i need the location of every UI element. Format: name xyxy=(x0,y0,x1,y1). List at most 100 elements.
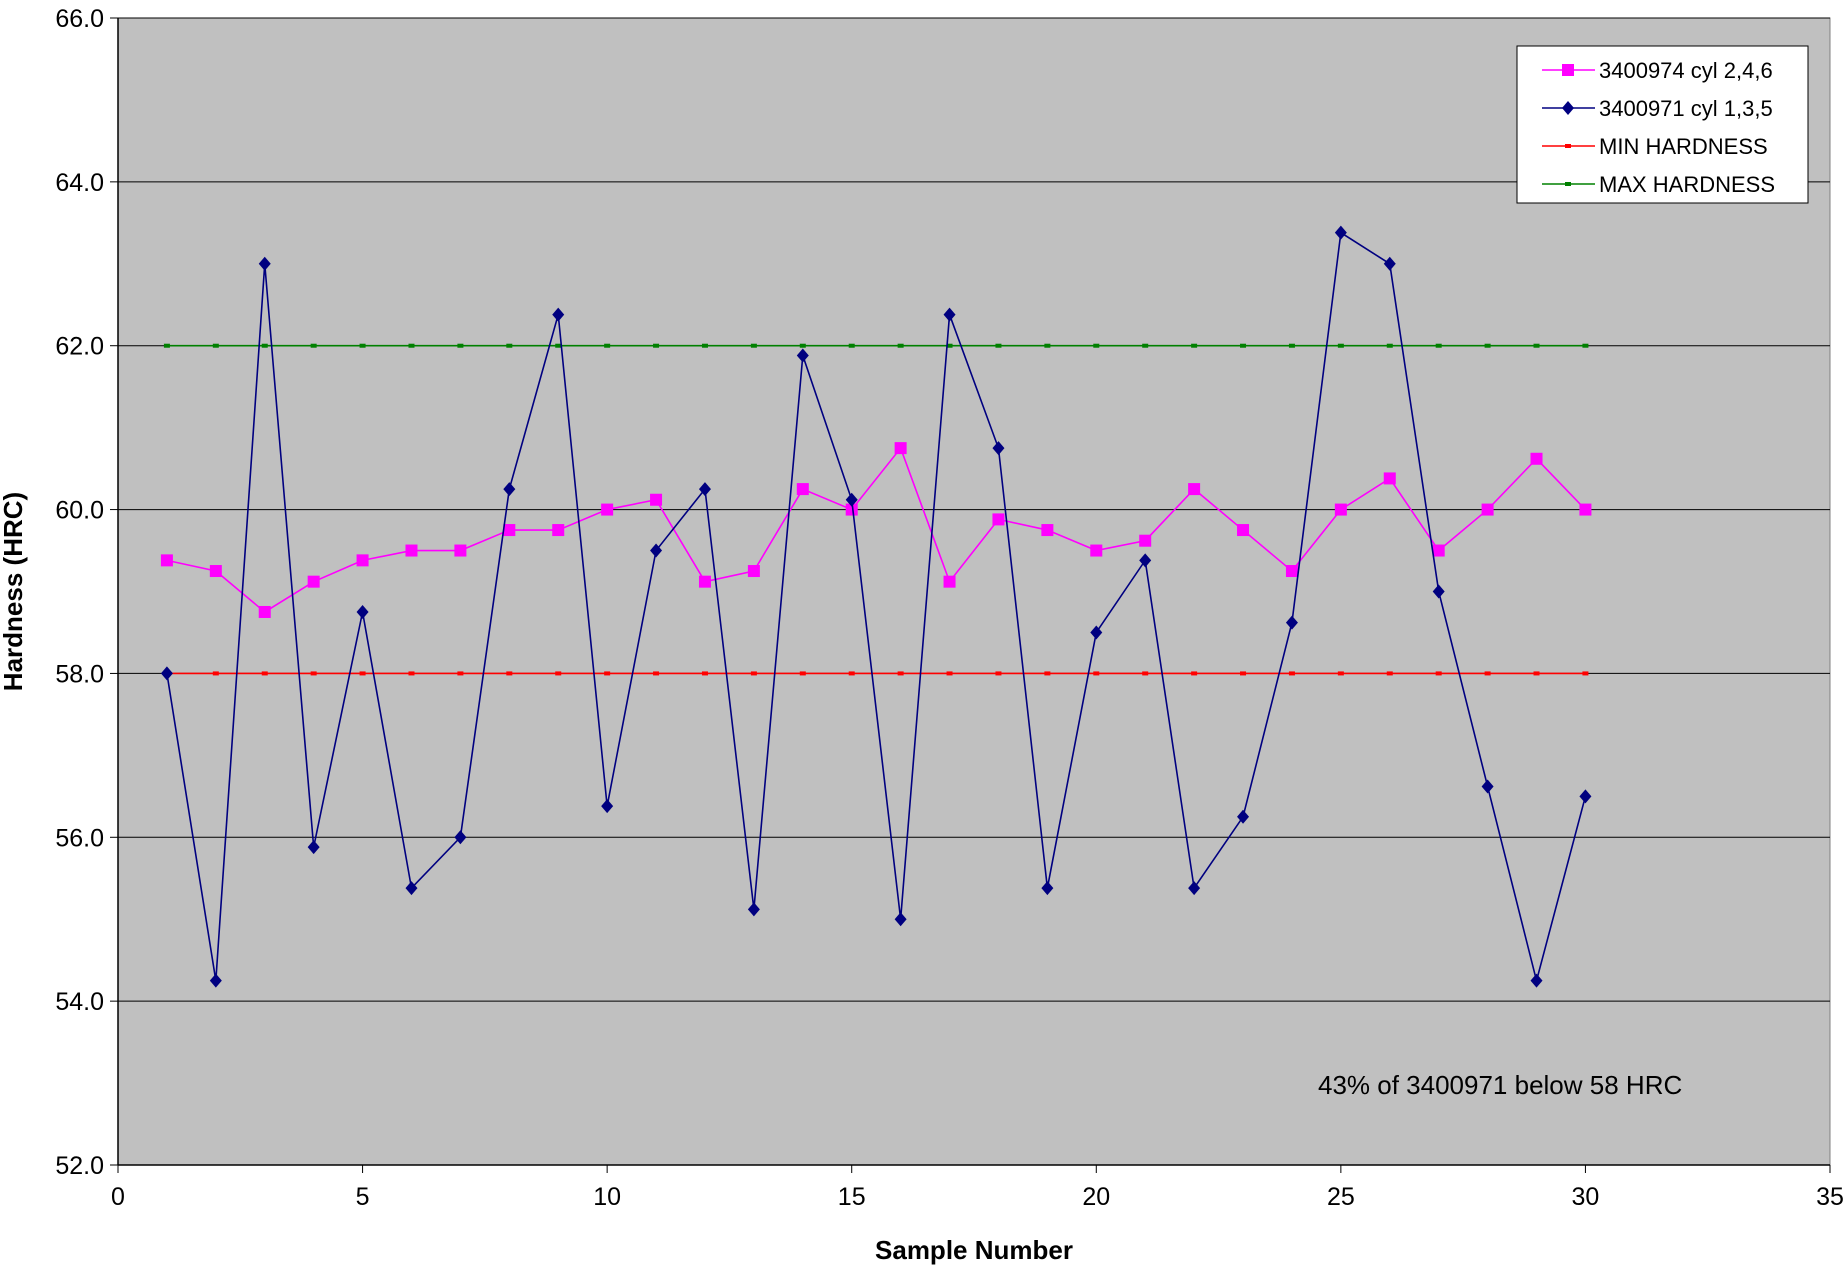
series-line-3400974-cyl-2-4-6 xyxy=(166,446,1587,613)
data-point-3400974-cyl-2-4-6 xyxy=(307,575,320,588)
data-point-max-hardness xyxy=(1240,343,1247,348)
data-point-3400971-cyl-1-3-5 xyxy=(1090,625,1103,640)
y-tick-label: 64.0 xyxy=(55,169,104,197)
data-point-3400974-cyl-2-4-6 xyxy=(1237,524,1250,537)
axes: 52.0 54.0 56.0 58.0 60.0 62.0 64.0 66.0 0 5 10 15 20… xyxy=(55,5,1844,1211)
data-point-3400971-cyl-1-3-5 xyxy=(1188,881,1201,896)
data-point-max-hardness xyxy=(555,343,562,348)
data-point-min-hardness xyxy=(848,671,855,676)
data-point-3400974-cyl-2-4-6 xyxy=(454,544,467,557)
data-point-3400974-cyl-2-4-6 xyxy=(747,565,760,578)
data-point-3400974-cyl-2-4-6 xyxy=(796,483,809,496)
data-point-max-hardness xyxy=(897,343,904,348)
data-point-max-hardness xyxy=(604,343,611,348)
annotation-text: 43% of 3400971 below 58 HRC xyxy=(1318,1070,1682,1100)
data-point-max-hardness xyxy=(946,343,953,348)
data-point-3400974-cyl-2-4-6 xyxy=(650,493,663,506)
data-point-max-hardness xyxy=(408,343,415,348)
data-point-3400971-cyl-1-3-5 xyxy=(1432,584,1445,599)
y-tick-label: 66.0 xyxy=(55,5,104,33)
data-point-min-hardness xyxy=(212,671,219,676)
data-point-3400974-cyl-2-4-6 xyxy=(1139,534,1152,547)
data-point-min-hardness xyxy=(995,671,1002,676)
data-point-max-hardness xyxy=(163,343,170,348)
data-point-max-hardness xyxy=(1191,343,1198,348)
y-tick-label: 54.0 xyxy=(55,988,104,1016)
data-point-3400974-cyl-2-4-6 xyxy=(1383,472,1396,485)
data-point-3400974-cyl-2-4-6 xyxy=(1041,524,1054,537)
data-point-3400974-cyl-2-4-6 xyxy=(992,513,1005,526)
data-point-3400974-cyl-2-4-6 xyxy=(1334,503,1347,516)
data-point-3400971-cyl-1-3-5 xyxy=(160,666,173,681)
data-point-3400974-cyl-2-4-6 xyxy=(894,442,907,455)
data-point-3400974-cyl-2-4-6 xyxy=(160,554,173,567)
data-point-max-hardness xyxy=(1533,343,1540,348)
x-tick-label: 30 xyxy=(1572,1183,1600,1211)
data-point-min-hardness xyxy=(946,671,953,676)
data-point-3400971-cyl-1-3-5 xyxy=(747,902,760,917)
data-point-max-hardness xyxy=(1044,343,1051,348)
y-tick-label: 58.0 xyxy=(55,660,104,688)
data-point-3400971-cyl-1-3-5 xyxy=(796,348,809,363)
data-point-min-hardness xyxy=(359,671,366,676)
data-point-3400974-cyl-2-4-6 xyxy=(356,554,369,567)
data-point-min-hardness xyxy=(261,671,268,676)
data-point-3400974-cyl-2-4-6 xyxy=(1530,452,1543,465)
legend-label: 3400971 cyl 1,3,5 xyxy=(1599,96,1773,121)
data-point-min-hardness xyxy=(1142,671,1149,676)
data-point-3400971-cyl-1-3-5 xyxy=(356,604,369,619)
data-point-3400971-cyl-1-3-5 xyxy=(307,840,320,855)
data-point-3400971-cyl-1-3-5 xyxy=(698,482,711,497)
data-point-3400974-cyl-2-4-6 xyxy=(1188,483,1201,496)
legend-marker-min-hardness xyxy=(1565,144,1571,148)
data-point-3400971-cyl-1-3-5 xyxy=(1237,809,1250,824)
data-point-3400974-cyl-2-4-6 xyxy=(1090,544,1103,557)
data-point-3400974-cyl-2-4-6 xyxy=(601,503,614,516)
data-point-3400971-cyl-1-3-5 xyxy=(601,799,614,814)
data-point-max-hardness xyxy=(457,343,464,348)
data-point-max-hardness xyxy=(995,343,1002,348)
data-point-3400971-cyl-1-3-5 xyxy=(1041,881,1054,896)
data-point-3400974-cyl-2-4-6 xyxy=(1579,503,1592,516)
data-point-3400974-cyl-2-4-6 xyxy=(1285,565,1298,578)
data-point-3400971-cyl-1-3-5 xyxy=(1383,256,1396,271)
x-axis-title: Sample Number xyxy=(875,1235,1073,1265)
x-tick-label: 0 xyxy=(111,1183,125,1211)
y-tick-label: 60.0 xyxy=(55,497,104,525)
data-point-min-hardness xyxy=(506,671,513,676)
data-point-max-hardness xyxy=(1435,343,1442,348)
data-point-max-hardness xyxy=(848,343,855,348)
legend: 3400974 cyl 2,4,6 3400971 cyl 1,3,5 MIN HA… xyxy=(1516,45,1809,204)
data-point-3400971-cyl-1-3-5 xyxy=(1334,225,1347,240)
legend-marker-3400971-cyl-1-3-5 xyxy=(1562,101,1574,115)
data-point-max-hardness xyxy=(653,343,660,348)
series-layer xyxy=(160,225,1592,988)
data-point-min-hardness xyxy=(799,671,806,676)
data-point-3400974-cyl-2-4-6 xyxy=(1481,503,1494,516)
data-point-min-hardness xyxy=(408,671,415,676)
data-point-3400974-cyl-2-4-6 xyxy=(209,565,222,578)
data-point-3400971-cyl-1-3-5 xyxy=(1139,553,1152,568)
data-point-3400971-cyl-1-3-5 xyxy=(503,482,516,497)
data-point-3400971-cyl-1-3-5 xyxy=(1579,789,1592,804)
data-point-3400971-cyl-1-3-5 xyxy=(405,881,418,896)
data-point-max-hardness xyxy=(1093,343,1100,348)
legend-label: MIN HARDNESS xyxy=(1599,134,1768,159)
legend-label: 3400974 cyl 2,4,6 xyxy=(1599,58,1773,83)
data-point-3400971-cyl-1-3-5 xyxy=(943,307,956,322)
legend-marker-max-hardness xyxy=(1565,182,1571,186)
data-point-3400971-cyl-1-3-5 xyxy=(1481,779,1494,794)
data-point-min-hardness xyxy=(1582,671,1589,676)
data-point-min-hardness xyxy=(1044,671,1051,676)
data-point-max-hardness xyxy=(310,343,317,348)
data-point-3400974-cyl-2-4-6 xyxy=(1432,544,1445,557)
data-point-min-hardness xyxy=(457,671,464,676)
data-point-min-hardness xyxy=(1484,671,1491,676)
data-point-min-hardness xyxy=(1435,671,1442,676)
y-axis-title: Hardness (HRC) xyxy=(0,492,28,691)
data-point-3400971-cyl-1-3-5 xyxy=(894,912,907,927)
data-point-3400974-cyl-2-4-6 xyxy=(698,575,711,588)
data-point-3400971-cyl-1-3-5 xyxy=(258,256,271,271)
